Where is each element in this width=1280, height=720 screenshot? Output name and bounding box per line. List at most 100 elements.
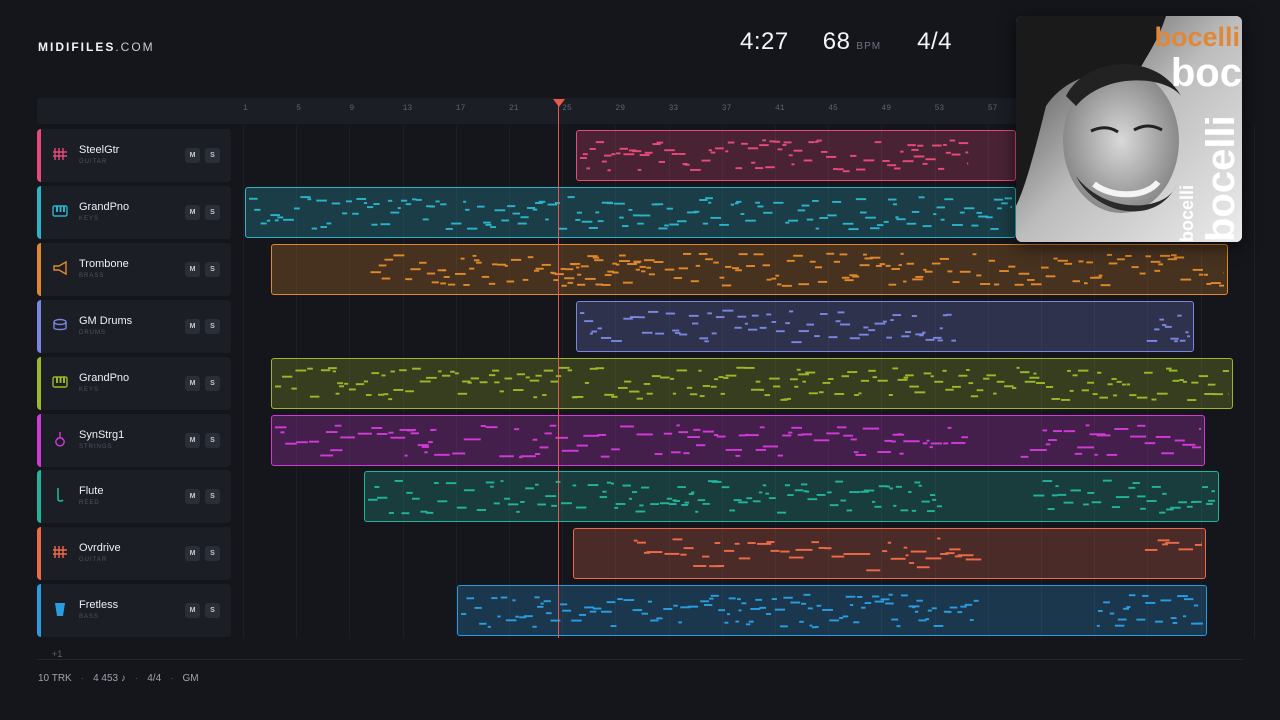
more-tracks-indicator[interactable]: +1	[52, 649, 63, 659]
mute-button[interactable]: M	[185, 204, 200, 220]
midi-note	[916, 599, 923, 602]
midi-note	[572, 484, 577, 487]
track-header[interactable]: Trombone BRASS M S	[37, 242, 231, 296]
solo-button[interactable]: S	[205, 148, 220, 163]
midi-note	[474, 607, 482, 610]
solo-button[interactable]: S	[205, 261, 220, 277]
midi-note	[1016, 366, 1020, 369]
midi-note	[853, 621, 860, 624]
track-header[interactable]: GM Drums DRUMS M S	[37, 299, 231, 353]
midi-note	[1064, 262, 1073, 265]
midi-note	[945, 151, 951, 154]
track-header[interactable]: GrandPno KEYS M S	[37, 185, 231, 239]
midi-note	[1045, 442, 1051, 445]
playhead[interactable]	[558, 104, 559, 638]
midi-clip[interactable]	[271, 243, 1228, 295]
midi-note	[918, 196, 925, 199]
midi-note	[1165, 542, 1180, 545]
track-header[interactable]: Fretless BASS M S	[37, 584, 231, 638]
track-color-bar	[37, 356, 41, 410]
midi-note	[912, 278, 923, 281]
midi-note	[763, 211, 773, 214]
midi-note	[787, 397, 792, 400]
midi-note	[397, 207, 401, 209]
solo-button[interactable]: S	[205, 546, 220, 562]
solo-button[interactable]: S	[205, 375, 220, 391]
mute-button[interactable]: M	[185, 261, 200, 277]
solo-button[interactable]: S	[205, 432, 220, 448]
solo-button[interactable]: S	[205, 489, 220, 505]
track-header[interactable]: Ovrdrive GUITAR M S	[37, 527, 231, 581]
midi-note	[412, 367, 421, 370]
midi-note	[699, 394, 705, 397]
midi-note	[910, 550, 927, 553]
midi-note	[777, 454, 784, 457]
midi-note	[363, 380, 368, 383]
mute-button[interactable]: M	[185, 603, 200, 619]
midi-clip[interactable]	[573, 528, 1206, 580]
ruler-tick: 5	[296, 104, 301, 113]
midi-note	[673, 604, 678, 607]
mute-button[interactable]: M	[185, 546, 200, 562]
midi-note	[1192, 501, 1202, 504]
midi-clip[interactable]	[271, 357, 1233, 409]
cover-title-orange: bocelli	[1154, 22, 1240, 52]
track-color-bar	[37, 527, 41, 581]
midi-note	[334, 424, 342, 427]
midi-note	[576, 211, 583, 214]
midi-note	[671, 450, 681, 453]
midi-clip[interactable]	[271, 414, 1205, 466]
midi-note	[893, 167, 901, 170]
midi-note	[937, 537, 941, 540]
midi-note	[627, 262, 637, 265]
mute-button[interactable]: M	[185, 432, 200, 448]
midi-clip[interactable]	[576, 130, 1016, 181]
solo-button[interactable]: S	[205, 318, 220, 334]
track-header[interactable]: Flute REED M S	[37, 470, 231, 524]
midi-note	[560, 267, 565, 270]
playhead-marker[interactable]	[553, 99, 565, 107]
midi-note	[1155, 435, 1171, 438]
midi-note	[504, 377, 513, 380]
midi-note	[374, 486, 380, 489]
midi-clip[interactable]	[245, 186, 1016, 238]
midi-note	[656, 141, 664, 144]
midi-note	[376, 432, 388, 435]
solo-button[interactable]: S	[205, 603, 220, 619]
solo-button[interactable]: S	[205, 204, 220, 220]
mute-button[interactable]: M	[185, 489, 200, 505]
mute-button[interactable]: M	[185, 318, 200, 334]
midi-note	[370, 271, 381, 273]
track-header[interactable]: GrandPno KEYS M S	[37, 356, 231, 410]
midi-note	[492, 369, 500, 372]
mute-button[interactable]: M	[185, 375, 200, 391]
track-header[interactable]: SynStrg1 STRINGS M S	[37, 413, 231, 467]
midi-note	[903, 280, 907, 283]
midi-note	[535, 484, 539, 487]
midi-note	[622, 224, 629, 227]
midi-note	[424, 450, 428, 453]
bar-ruler[interactable]: 1 5 9 13 17 21 25 29 33 37 41 45 49 53 57	[37, 98, 1045, 124]
guitar-icon	[52, 544, 68, 562]
midi-note	[766, 313, 772, 316]
track-header[interactable]: SteelGtr GUITAR M S	[37, 129, 231, 182]
midi-note	[1091, 501, 1102, 504]
midi-note	[1055, 485, 1059, 488]
midi-note	[702, 222, 709, 225]
midi-note	[892, 367, 899, 369]
midi-note	[709, 597, 714, 600]
midi-note	[1061, 398, 1071, 401]
midi-note	[766, 541, 775, 544]
midi-clip[interactable]	[457, 585, 1207, 637]
midi-clip[interactable]	[576, 300, 1194, 352]
track-color-bar	[37, 413, 41, 467]
midi-note	[725, 265, 732, 268]
midi-note	[850, 437, 857, 440]
midi-clip[interactable]	[364, 471, 1219, 523]
midi-note	[465, 208, 470, 211]
midi-note	[316, 199, 327, 202]
mute-button[interactable]: M	[185, 148, 200, 163]
midi-note	[911, 210, 920, 213]
midi-note	[672, 329, 680, 332]
midi-note	[758, 491, 763, 494]
